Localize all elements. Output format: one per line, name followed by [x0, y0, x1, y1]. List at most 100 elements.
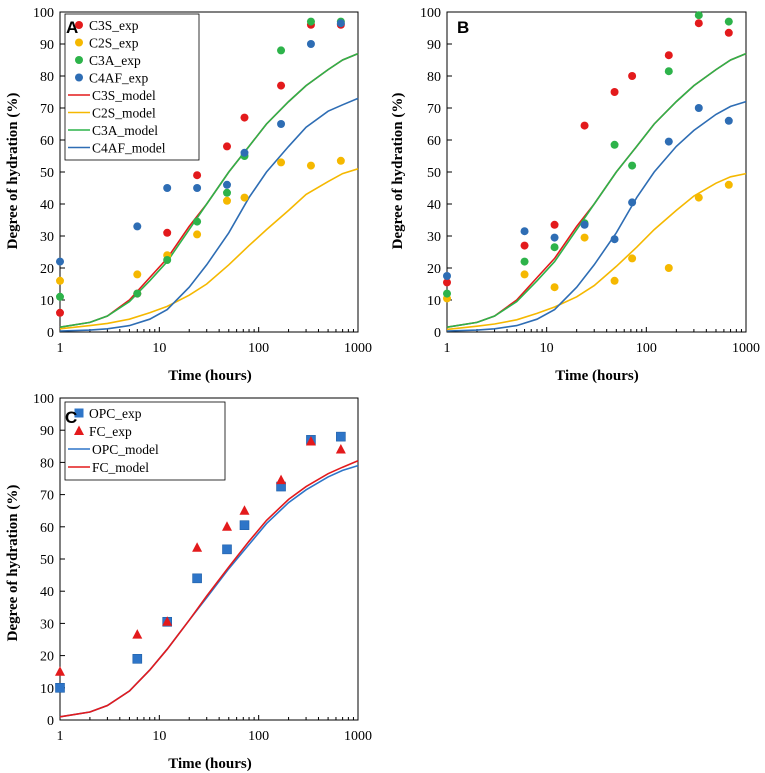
panel-a-y-tick-label: 50 [40, 166, 54, 181]
panel-c-legend-label-opc-exp: OPC_exp [89, 406, 142, 421]
panel-a-y-axis-label: Degree of hydration (%) [5, 93, 21, 250]
panel-b-point-c3s-exp [520, 241, 529, 250]
panel-b-point-c3a-exp [610, 140, 619, 149]
panel-a-point-c2s-exp [133, 270, 142, 279]
panel-b-y-tick-label: 10 [427, 294, 441, 309]
panel-b-x-tick-label: 100 [636, 341, 657, 356]
panel-b-x-axis-label: Time (hours) [555, 368, 638, 384]
panel-b-point-c3a-exp [443, 289, 451, 298]
panel-a-point-c2s-exp [240, 193, 249, 202]
panel-c-y-tick-label: 70 [40, 489, 54, 504]
panel-b-y-tick-label: 30 [427, 230, 441, 245]
panel-b-y-tick-label: 50 [427, 166, 441, 181]
panel-c-legend-label-fc-model: FC_model [92, 460, 149, 475]
panel-c-x-tick-label: 1000 [344, 729, 372, 744]
panel-a-series-c2s-model [59, 168, 359, 330]
panel-c-y-tick-label: 60 [40, 521, 54, 536]
panel-b-point-c4af-exp [610, 235, 619, 244]
panel-a-point-c4af-exp [56, 257, 64, 266]
panel-c-y-tick-label: 10 [40, 682, 54, 697]
panel-a-point-c3s-exp [193, 171, 202, 180]
panel-b-point-c2s-exp [628, 254, 637, 263]
panel-c-x-tick-label: 1 [57, 729, 64, 744]
panel-a-point-c2s-exp [306, 161, 315, 170]
panel-a-y-tick-label: 60 [40, 134, 54, 149]
panel-c-y-tick-label: 20 [40, 650, 54, 665]
panel-b-series-c3s-model [446, 52, 747, 328]
panel-a-point-c3a-exp [56, 292, 64, 301]
panel-a-point-c3a-exp [163, 256, 172, 264]
panel-a-point-c4af-exp [193, 184, 202, 192]
panel-a-label: A [66, 18, 78, 37]
panel-b-point-c3a-exp [550, 243, 559, 252]
panel-a-x-tick-label: 1000 [344, 341, 372, 356]
panel-c-series-fc-model [59, 460, 359, 718]
panel-a-legend: C3S_exp C2S_exp C3A_exp C4AF_exp C3S_model C2… [64, 13, 200, 161]
panel-a-legend-item-c3a-model: C3A_model [68, 123, 158, 138]
panel-b-point-c3s-exp [724, 28, 733, 37]
panel-a-legend-swatch-c4af-exp [75, 73, 83, 82]
panel-b-point-c2s-exp [520, 270, 529, 279]
panel-c-point-fc-exp [239, 505, 250, 515]
panel-c-legend-item-opc-model: OPC_model [68, 442, 159, 457]
panel-a-y-tick-label: 0 [47, 326, 54, 341]
panel-a-legend-item-c2s-model: C2S_model [68, 106, 156, 121]
panel-b-point-c4af-exp [694, 104, 703, 112]
panel-c-point-opc-exp [132, 654, 143, 664]
panel-c-legend-swatch-fc-exp [74, 425, 84, 435]
panel-c-x-tick-label: 100 [248, 729, 269, 744]
panel-a-y-tick-label: 20 [40, 262, 54, 277]
panel-a-point-c2s-exp [336, 156, 345, 165]
panel-b-series-c4af-model [446, 100, 747, 332]
panel-b-y-tick-label: 60 [427, 134, 441, 149]
panel-a-y-tick-label: 10 [40, 294, 54, 309]
panel-c-point-opc-exp [222, 544, 232, 555]
panel-b-y-tick-label: 100 [420, 6, 441, 21]
panel-a-legend-item-c3s-model: C3S_model [68, 88, 156, 103]
panel-c-point-fc-exp [132, 629, 143, 639]
panel-a-point-c2s-exp [56, 276, 64, 285]
panel-b-point-c2s-exp [724, 180, 733, 189]
panel-c-point-opc-exp [239, 520, 250, 530]
panel-c-y-axis-label: Degree of hydration (%) [5, 485, 21, 642]
panel-a-legend-swatch-c3s-exp [75, 21, 83, 29]
panel-c-point-fc-exp [222, 521, 233, 531]
panel-b-series-c2s-model [446, 172, 747, 331]
panel-a-series-c3a-model [59, 52, 359, 328]
panel-c-point-fc-exp [276, 474, 287, 485]
panel-b-point-c3s-exp [443, 278, 451, 287]
panel-a-point-c4af-exp [306, 40, 315, 48]
panel-c-legend-label-opc-model: OPC_model [92, 442, 159, 457]
panel-c-point-opc-exp [336, 431, 346, 442]
panel-a-point-c2s-exp [223, 196, 232, 205]
panel-b-point-c4af-exp [443, 272, 451, 280]
panel-b-point-c4af-exp [664, 137, 673, 146]
panel-b-point-c4af-exp [580, 220, 589, 229]
panel-a-legend-item-c2s-exp: C2S_exp [75, 36, 139, 51]
panel-a-legend-label-c2s-exp: C2S_exp [89, 36, 139, 51]
panel-b-point-c3a-exp [664, 67, 673, 76]
panel-a-legend-label-c3s-exp: C3S_exp [89, 18, 139, 33]
panel-b-point-c3a-exp [520, 257, 529, 266]
panel-b-y-axis-label: Degree of hydration (%) [390, 93, 406, 250]
panel-c-legend: OPC_exp FC_exp OPC_model FC_model [64, 401, 226, 481]
panel-a-point-c3a-exp [306, 17, 315, 26]
panel-b-y-tick-label: 0 [434, 326, 441, 341]
panel-a-legend-label-c2s-model: C2S_model [92, 106, 156, 121]
panel-a-legend-label-c3a-exp: C3A_exp [89, 53, 141, 68]
panel-b-series-c3a-model [446, 52, 747, 328]
panel-b-point-c4af-exp [724, 116, 733, 125]
panel-a-y-tick-label: 70 [40, 102, 54, 117]
panel-a-point-c3s-exp [56, 308, 64, 317]
panel-b-y-tick-label: 40 [427, 198, 441, 213]
panel-c-legend-box [64, 401, 226, 481]
panel-c-legend-item-fc-exp: FC_exp [74, 424, 132, 439]
panel-a-point-c3s-exp [277, 81, 286, 90]
panel-b-y-tick-label: 90 [427, 38, 441, 53]
panel-b-point-c3s-exp [580, 121, 589, 130]
panel-a-legend-label-c4af-model: C4AF_model [92, 141, 166, 156]
panel-c-legend-label-fc-exp: FC_exp [89, 424, 132, 439]
panel-a-x-tick-label: 100 [248, 341, 269, 356]
panel-a-point-c3a-exp [277, 46, 286, 55]
